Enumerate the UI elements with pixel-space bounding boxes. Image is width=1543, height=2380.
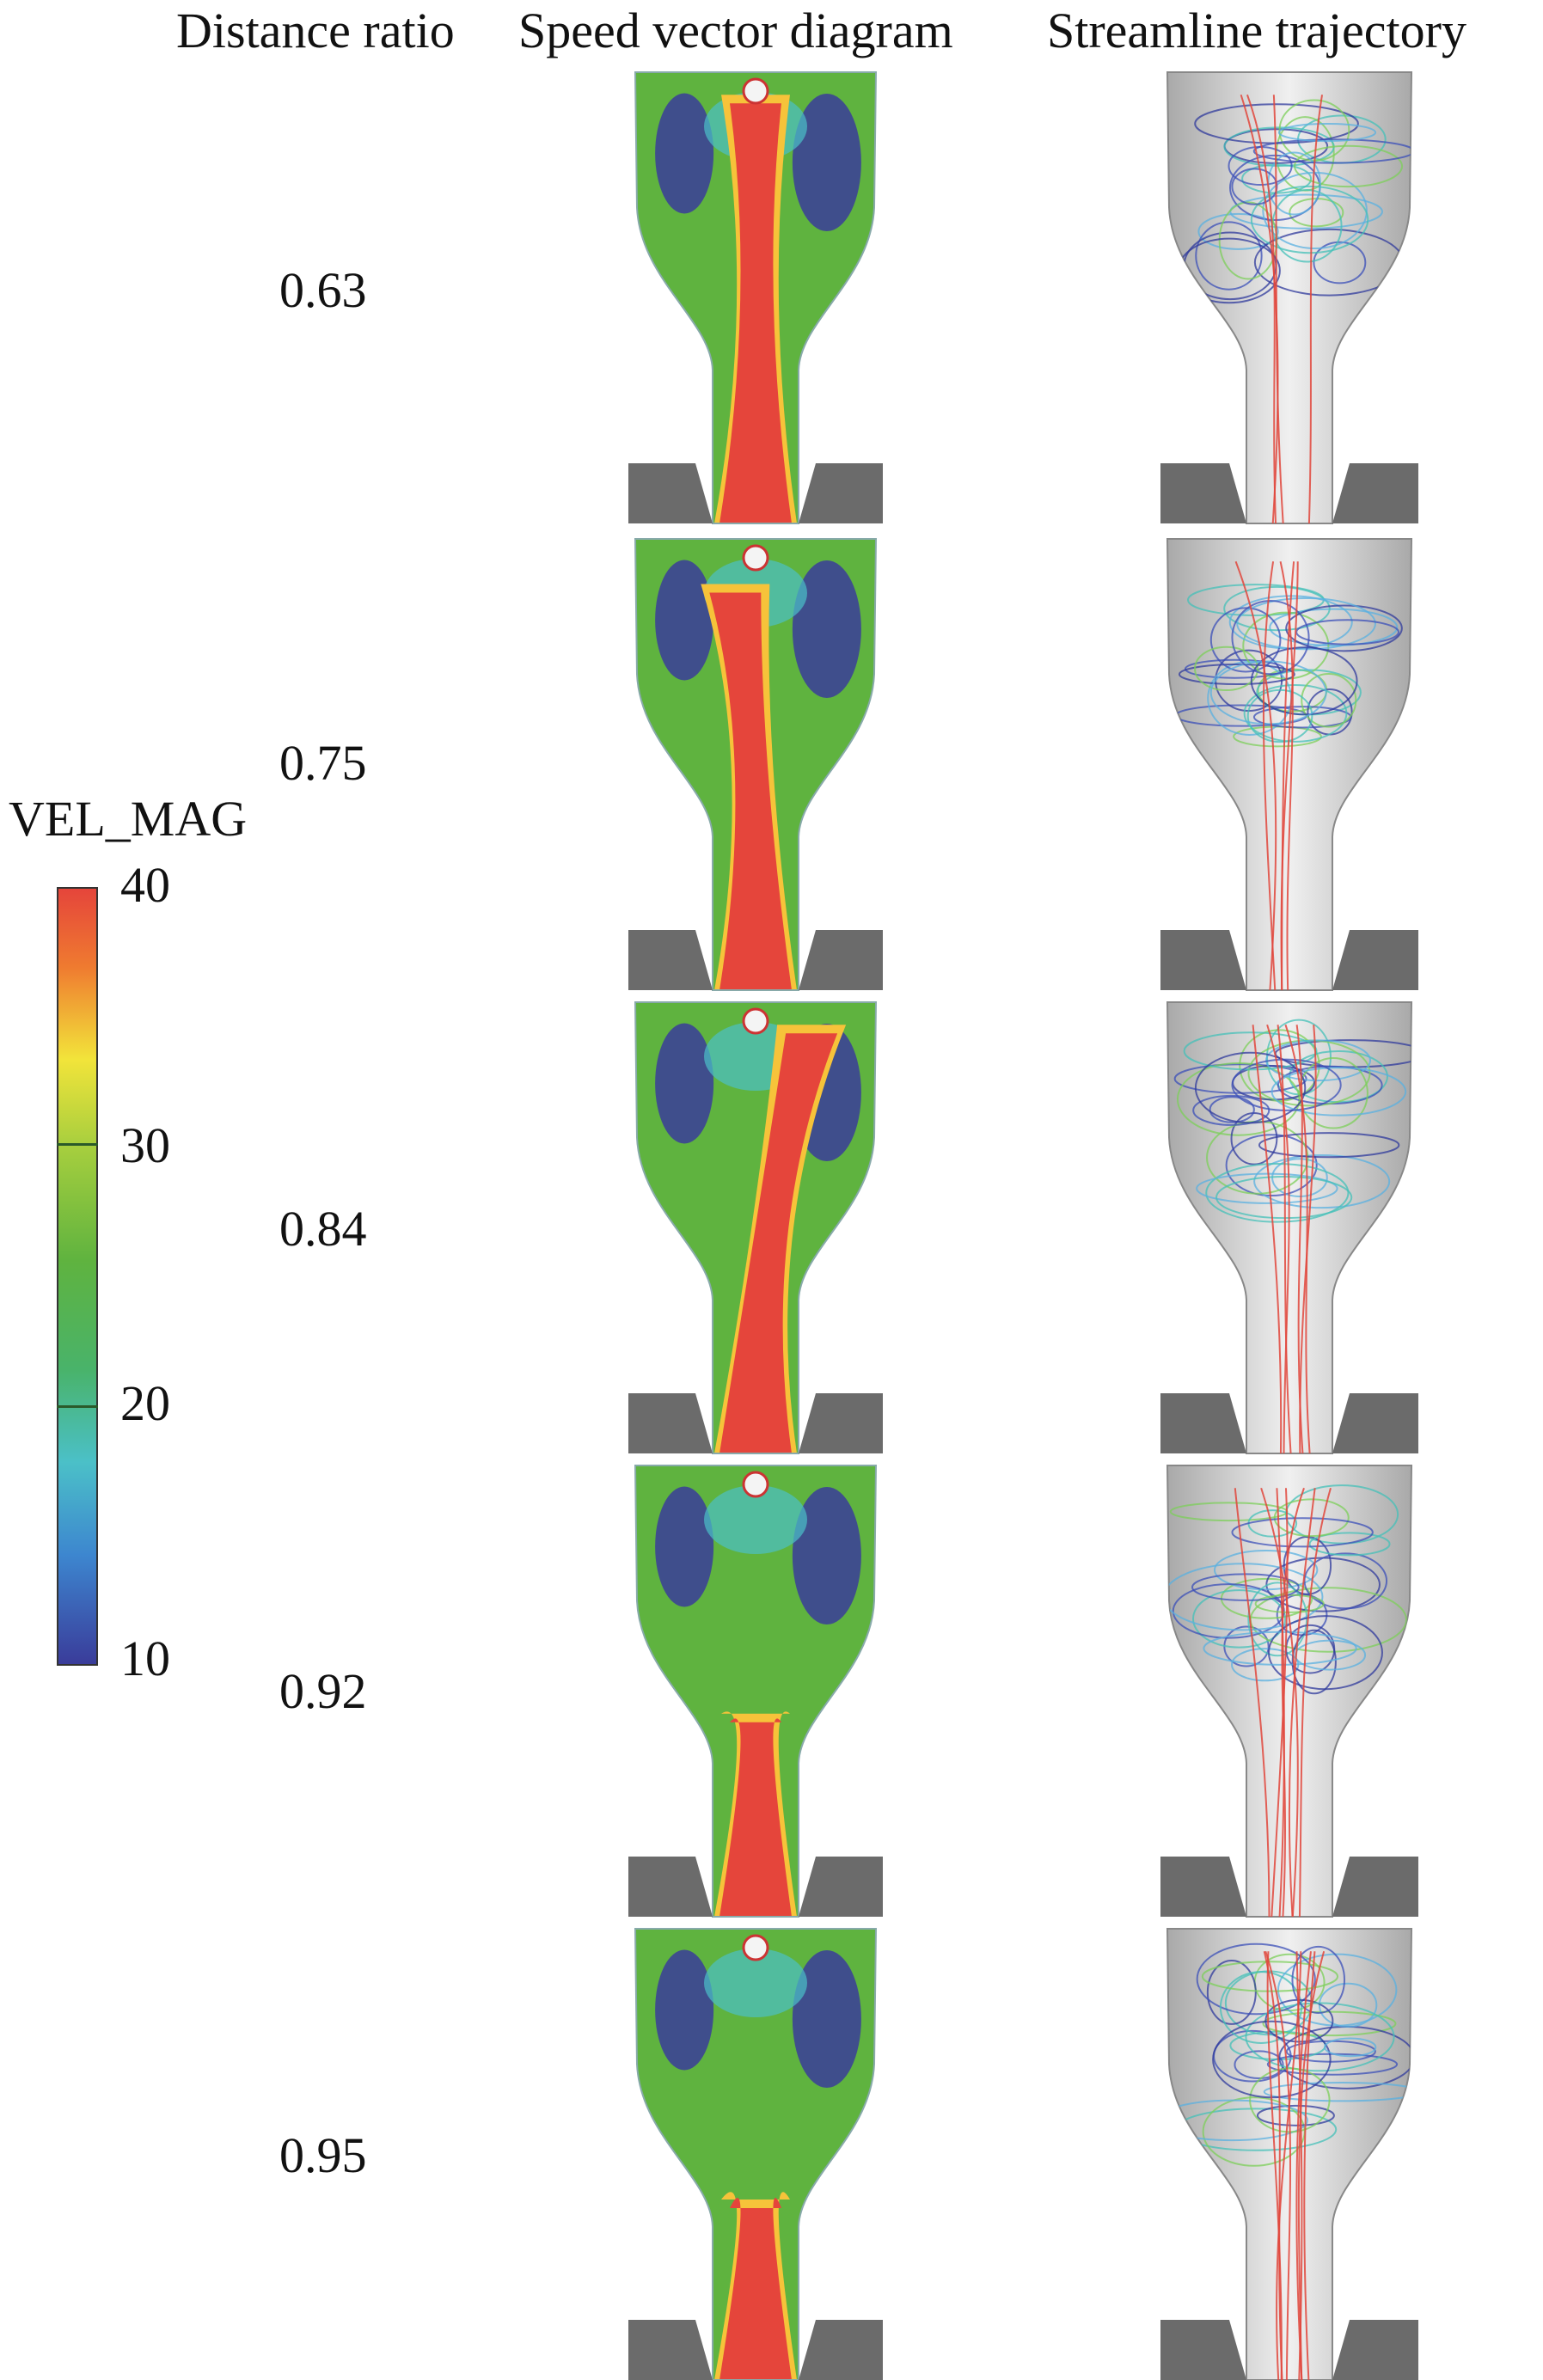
header-speed-vector-diagram: Speed vector diagram: [518, 3, 953, 58]
speed-vector-contour: [628, 538, 883, 991]
colorbar-tick-label: 40: [120, 857, 170, 913]
header-streamline-trajectory: Streamline trajectory: [1047, 3, 1466, 58]
colorbar-tick-label: 30: [120, 1117, 170, 1173]
colorbar-tick-label: 10: [120, 1631, 170, 1686]
streamline-trajectory-plot: [1160, 1001, 1418, 1454]
colorbar-tick-line: [57, 1143, 98, 1146]
distance-ratio-value: 0.84: [279, 1201, 367, 1257]
colorbar-tick-line: [57, 1405, 98, 1408]
colorbar-tick-label: 20: [120, 1375, 170, 1431]
streamline-trajectory-plot: [1160, 538, 1418, 991]
speed-vector-contour: [628, 1928, 883, 2380]
distance-ratio-value: 0.75: [279, 735, 367, 791]
colorbar: [57, 887, 98, 1666]
speed-vector-contour: [628, 1465, 883, 1918]
speed-vector-contour: [628, 71, 883, 524]
legend-title: VEL_MAG: [9, 791, 248, 847]
distance-ratio-value: 0.63: [279, 262, 367, 318]
speed-vector-contour: [628, 1001, 883, 1454]
distance-ratio-value: 0.95: [279, 2127, 367, 2183]
streamline-trajectory-plot: [1160, 71, 1418, 524]
header-distance-ratio: Distance ratio: [176, 3, 455, 58]
streamline-trajectory-plot: [1160, 1465, 1418, 1918]
distance-ratio-value: 0.92: [279, 1663, 367, 1719]
streamline-trajectory-plot: [1160, 1928, 1418, 2380]
